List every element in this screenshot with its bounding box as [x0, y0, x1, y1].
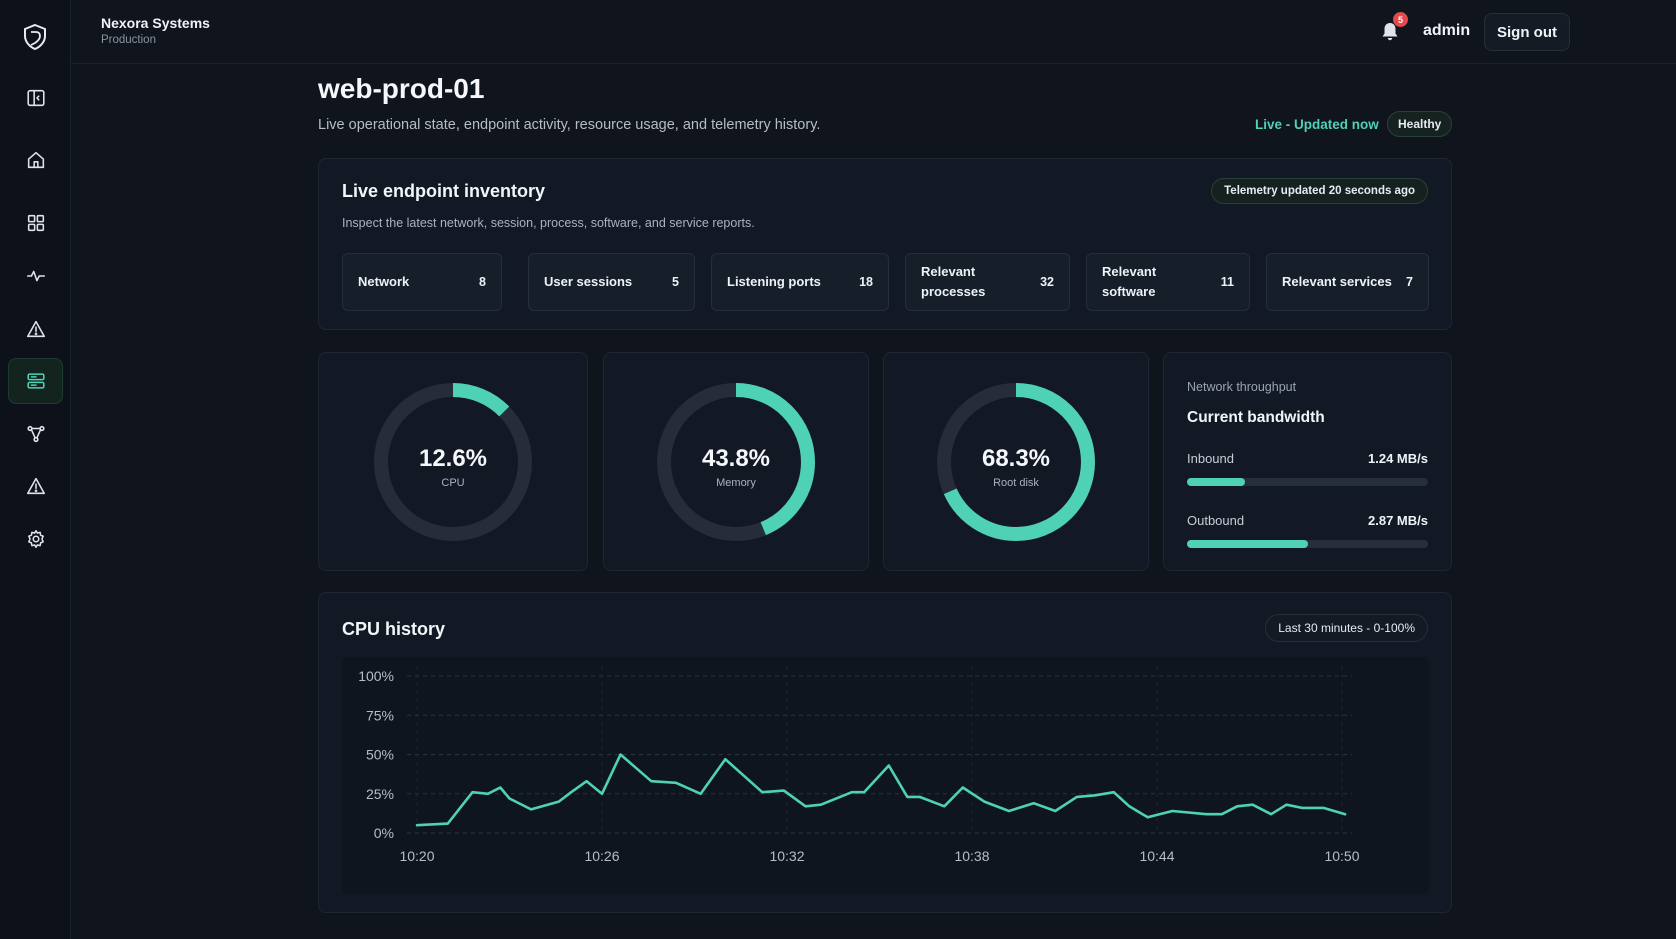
outbound-value: 2.87 MB/s	[1368, 513, 1428, 528]
cpu-history-plot: 0% 25% 50% 75% 100% 10:20 10:26 10:32 10:38 10:44…	[342, 657, 1429, 894]
sidebar-item-gear[interactable]	[8, 516, 63, 562]
inventory-item-count: 18	[859, 275, 873, 289]
grid-icon	[27, 214, 44, 232]
disk-gauge	[937, 382, 1095, 541]
page-subtitle: Live operational state, endpoint activit…	[318, 117, 821, 133]
sidebar-item-alert[interactable]	[8, 306, 63, 352]
page-title: web-prod-01	[318, 73, 485, 104]
cpu-series-line	[415, 753, 1347, 827]
cpu-history-chart: 0% 25% 50% 75% 100% 10:20 10:26 10:32 10:38 10:44…	[358, 666, 1360, 864]
inventory-item-count: 32	[1040, 275, 1054, 289]
notification-badge: 5	[1393, 12, 1408, 27]
inventory-item-user-sessions[interactable]: User sessions 5	[528, 253, 695, 311]
panel-toggle-icon	[26, 89, 45, 107]
cpu-gauge	[374, 382, 532, 541]
x-tick-label: 10:26	[584, 848, 619, 864]
sidebar-item-grid[interactable]	[8, 200, 63, 246]
memory-gauge-card: 43.8% Memory	[603, 352, 869, 571]
telemetry-badge: Telemetry updated 20 seconds ago	[1211, 178, 1428, 204]
gauge-arc	[657, 382, 815, 541]
inbound-row: Inbound 1.24 MB/s	[1187, 451, 1428, 466]
sidebar-item-warning[interactable]	[8, 463, 63, 509]
outbound-bar-fill	[1187, 540, 1308, 548]
x-tick-label: 10:50	[1324, 848, 1359, 864]
gear-icon	[27, 529, 44, 549]
inventory-item-count: 8	[479, 275, 486, 289]
inbound-bar	[1187, 478, 1428, 486]
inventory-item-label: Listening ports	[727, 273, 821, 289]
sidebar-item-activity[interactable]	[8, 253, 63, 299]
sidebar-item-topology[interactable]	[8, 411, 63, 457]
gauge-arc	[937, 382, 1095, 541]
inventory-item-label: Relevant software	[1102, 263, 1157, 299]
org-block: Nexora Systems Production	[101, 15, 210, 46]
x-tick-label: 10:38	[954, 848, 989, 864]
x-tick-label: 10:32	[769, 848, 804, 864]
sidebar	[0, 0, 71, 939]
y-tick-label: 25%	[366, 786, 394, 802]
inventory-title: Live endpoint inventory	[342, 181, 546, 201]
cpu-gauge-card: 12.6% CPU	[318, 352, 588, 571]
server-icon	[26, 373, 45, 389]
memory-value: 43.8%	[701, 445, 771, 472]
x-tick-label: 10:20	[399, 848, 434, 864]
inventory-item-count: 11	[1220, 275, 1234, 289]
inventory-item-label: User sessions	[544, 273, 633, 289]
status-badge: Healthy	[1387, 111, 1453, 137]
cpu-history-card: CPU history Last 30 minutes - 0-100% 0% 2…	[318, 592, 1452, 913]
home-icon	[27, 151, 44, 169]
inbound-value: 1.24 MB/s	[1368, 451, 1428, 466]
bell-icon[interactable]	[1378, 20, 1402, 44]
sidebar-item-home[interactable]	[8, 137, 63, 183]
memory-label: Memory	[716, 477, 756, 489]
y-tick-label: 0%	[374, 825, 394, 841]
sidebar-item-server[interactable]	[8, 358, 63, 404]
network-title: Current bandwidth	[1187, 409, 1325, 426]
memory-gauge	[657, 382, 815, 541]
topbar: Nexora Systems Production	[71, 0, 1676, 64]
inventory-item-label: Relevant processes	[921, 263, 986, 299]
inventory-item-count: 7	[1406, 275, 1413, 289]
sidebar-item-panel-toggle[interactable]	[8, 75, 63, 121]
inventory-item-relevant-processes[interactable]: Relevant processes 32	[905, 253, 1070, 311]
cpu-label: CPU	[441, 477, 465, 489]
x-tick-label: 10:44	[1139, 848, 1174, 864]
y-tick-label: 100%	[358, 668, 394, 684]
y-tick-label: 75%	[366, 707, 394, 723]
user-name[interactable]: admin	[1423, 22, 1471, 39]
inventory-item-label: Relevant services	[1282, 273, 1392, 289]
disk-gauge-card: 68.3% Root disk	[883, 352, 1149, 571]
outbound-label: Outbound	[1187, 513, 1245, 528]
network-small-label: Network throughput	[1187, 380, 1297, 394]
org-environment: Production	[101, 34, 156, 46]
outbound-bar	[1187, 540, 1428, 548]
inventory-item-network[interactable]: Network 8	[342, 253, 502, 311]
org-name: Nexora Systems	[101, 15, 210, 31]
disk-value: 68.3%	[981, 445, 1051, 472]
network-throughput-card: Network throughput Current bandwidth Inb…	[1163, 352, 1452, 571]
topology-icon	[26, 425, 45, 443]
cpu-value: 12.6%	[418, 445, 488, 472]
inventory-item-relevant-software[interactable]: Relevant software 11	[1086, 253, 1250, 311]
alert-icon	[26, 320, 45, 338]
inventory-item-count: 5	[672, 275, 679, 289]
cpu-history-title: CPU history	[342, 619, 446, 639]
inventory-item-label: Network	[358, 273, 410, 289]
warning-icon	[26, 477, 45, 495]
disk-label: Root disk	[993, 477, 1039, 489]
y-tick-label: 50%	[366, 747, 394, 763]
activity-icon	[26, 270, 45, 282]
inventory-item-listening-ports[interactable]: Listening ports 18	[711, 253, 889, 311]
gauge-arc	[374, 382, 532, 541]
time-range-selector[interactable]: Last 30 minutes - 0-100%	[1265, 614, 1428, 642]
endpoint-inventory-card: Live endpoint inventory Inspect the late…	[318, 158, 1452, 330]
inventory-subtitle: Inspect the latest network, session, pro…	[342, 216, 755, 230]
shield-logo-icon[interactable]	[20, 22, 50, 52]
live-indicator: Live - Updated now	[1255, 117, 1379, 132]
sign-out-button[interactable]: Sign out	[1484, 13, 1570, 51]
inbound-label: Inbound	[1187, 451, 1234, 466]
inventory-item-relevant-services[interactable]: Relevant services 7	[1266, 253, 1429, 311]
inbound-bar-fill	[1187, 478, 1245, 486]
outbound-row: Outbound 2.87 MB/s	[1187, 513, 1428, 528]
